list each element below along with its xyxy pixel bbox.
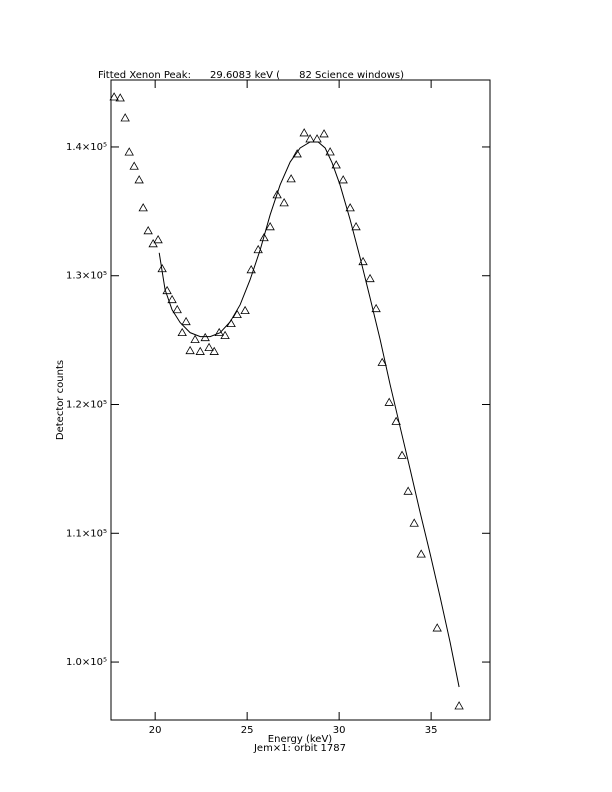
data-point [384, 397, 394, 406]
y-tick-label: 1.0×10⁵ [66, 657, 107, 668]
data-point [454, 701, 464, 710]
data-point [172, 304, 182, 314]
x-tick-label: 30 [333, 725, 346, 736]
data-point [190, 334, 200, 344]
data-point [148, 238, 158, 248]
data-point [240, 305, 250, 315]
data-point [153, 235, 163, 244]
data-point [265, 221, 275, 231]
data-point [181, 316, 191, 326]
y-tick-label: 1.1×10⁵ [66, 528, 107, 539]
y-tick-label: 1.4×10⁵ [66, 142, 107, 153]
data-point [286, 174, 296, 183]
data-point [325, 147, 335, 156]
y-tick-label: 1.3×10⁵ [66, 271, 107, 282]
data-point [209, 346, 219, 355]
plot-frame [110, 79, 491, 721]
data-point [312, 134, 322, 143]
data-point [167, 294, 177, 304]
data-point [195, 346, 205, 355]
data-point [331, 160, 341, 169]
data-point [391, 416, 401, 425]
data-point [204, 342, 214, 351]
data-point [134, 175, 144, 184]
data-point [299, 128, 309, 137]
data-point [109, 92, 119, 101]
data-point [371, 303, 381, 313]
data-point [345, 203, 355, 212]
fit-line [158, 141, 460, 688]
data-point [200, 332, 210, 342]
data-point [397, 450, 407, 459]
data-point [259, 232, 269, 242]
data-point [292, 149, 302, 158]
x-tick-label: 20 [149, 725, 162, 736]
data-point [143, 225, 153, 235]
data-point [129, 161, 139, 170]
data-point [365, 273, 375, 283]
data-point [416, 549, 426, 558]
data-point [124, 147, 134, 156]
data-point [377, 357, 387, 366]
data-point [409, 518, 419, 527]
data-point [319, 129, 329, 138]
data-point [185, 345, 195, 355]
data-point [115, 93, 125, 102]
data-point [177, 327, 187, 337]
x-axis-label: Energy (keV) [268, 734, 333, 745]
data-point [279, 198, 289, 207]
data-point [338, 175, 348, 184]
data-point [432, 623, 442, 632]
y-axis-label: Detector counts [55, 360, 66, 440]
x-tick-label: 35 [425, 725, 438, 736]
data-point [138, 203, 148, 212]
data-point [403, 486, 413, 495]
data-point [120, 113, 130, 122]
subtitle: Jem×1: orbit 1787 [253, 743, 346, 754]
chart-title: Fitted Xenon Peak: 29.6083 keV ( 82 Scie… [98, 70, 404, 81]
data-point [351, 221, 361, 231]
data-point [220, 330, 230, 340]
y-tick-label: 1.2×10⁵ [66, 400, 107, 411]
data-point [272, 190, 282, 199]
x-tick-label: 25 [241, 725, 254, 736]
